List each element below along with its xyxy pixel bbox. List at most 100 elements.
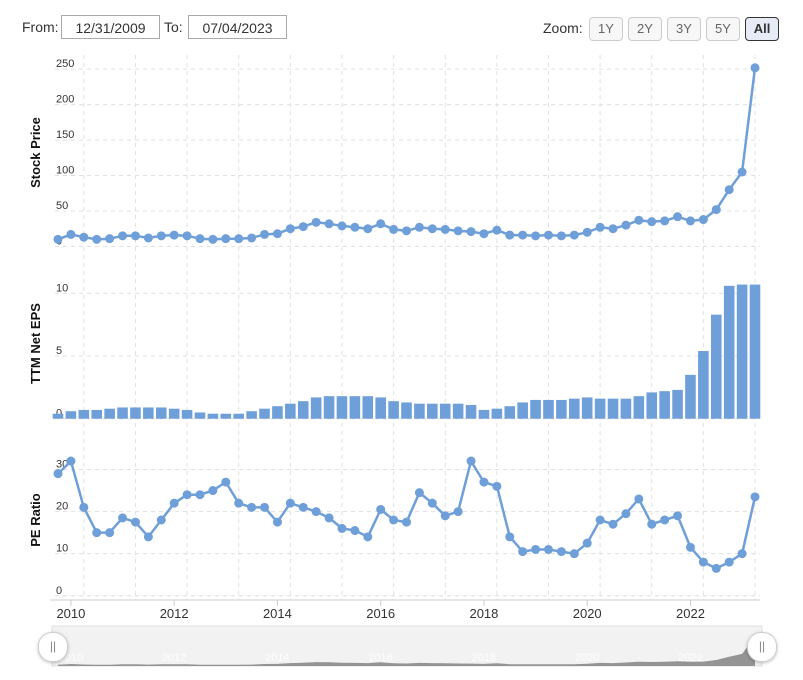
pe-ratio-point [556, 547, 566, 557]
grid [83, 55, 756, 600]
pe-ratio-point [724, 557, 734, 567]
pe-ratio-point [182, 490, 192, 500]
eps-bar [620, 398, 632, 419]
pe-ratio-point [647, 519, 657, 529]
stock-price-point [402, 226, 411, 236]
x-tick-label: 2010 [56, 606, 85, 621]
stock-price-point [182, 231, 192, 241]
stock-price-point [105, 234, 115, 244]
eps-bar [736, 284, 748, 419]
stock-price-point [518, 230, 528, 240]
eps-bar [478, 409, 490, 419]
stock-price-point [582, 227, 592, 237]
y-tick-label: 10 [56, 282, 68, 294]
eps-bar [130, 407, 141, 419]
eps-bar [569, 398, 580, 419]
x-tick-label: 2012 [160, 606, 189, 621]
pe-ratio-point [402, 517, 411, 527]
stock-price-point [440, 224, 450, 234]
navigator-right-handle[interactable]: || [747, 632, 777, 662]
eps-bar [310, 397, 322, 419]
stock-price-point [195, 234, 205, 244]
eps-bar [530, 399, 541, 419]
pe-ratio-point [272, 517, 282, 527]
pe-ratio-point [92, 528, 102, 538]
pe-ratio-point [440, 511, 450, 521]
pe-ratio-point [621, 509, 631, 519]
stock-price-point [92, 234, 102, 244]
zoom-1y-button[interactable]: 1Y [589, 17, 623, 41]
zoom-2y-button[interactable]: 2Y [628, 17, 662, 41]
stock-price-point [208, 234, 218, 244]
stock-price-point [543, 230, 553, 240]
y-tick-label: 50 [56, 200, 68, 212]
y-tick-label: 100 [56, 165, 74, 177]
stock-price-point [685, 216, 695, 226]
stock-price-point [737, 167, 747, 177]
zoom-all-button[interactable]: All [745, 17, 779, 41]
pe-ratio-point [221, 477, 231, 487]
pe-ratio-point [569, 549, 579, 559]
stock-price-point [118, 231, 128, 241]
pe-ratio-point [608, 519, 618, 529]
from-label: From: [22, 19, 59, 35]
pe-ratio-point [389, 515, 399, 525]
x-tick-label: 2020 [573, 606, 602, 621]
eps-bar [607, 398, 619, 419]
eps-bar [594, 398, 606, 419]
eps-bar [710, 314, 722, 419]
eps-bar [581, 397, 593, 419]
y-tick-label: 10 [56, 543, 68, 555]
stock-price-point [298, 222, 308, 232]
eps-bar [633, 396, 645, 419]
stock-price-point [285, 224, 295, 234]
pe-ratio-point [130, 517, 140, 527]
x-tick-label: 2014 [263, 606, 292, 621]
navigator-left-handle[interactable]: || [38, 632, 68, 662]
navigator-year-label: 2020 [575, 652, 599, 664]
y-axis-title: Stock Price [28, 117, 43, 188]
pe-ratio-point [582, 538, 592, 548]
stock-price-point [634, 215, 644, 225]
stock-price-point [272, 229, 282, 239]
stock-price-point [79, 232, 89, 242]
eps-bar [465, 404, 477, 419]
zoom-5y-button[interactable]: 5Y [706, 17, 740, 41]
stock-price-point [595, 222, 605, 232]
zoom-3y-button[interactable]: 3Y [667, 17, 701, 41]
eps-panel: 0510TTM Net EPS [28, 282, 761, 420]
x-tick-label: 2018 [469, 606, 498, 621]
navigator[interactable]: 2010 2012 2014 2016 2018 2020 2022 [51, 625, 763, 667]
y-tick-label: 250 [56, 58, 74, 70]
navigator-year-label: 2016 [368, 652, 392, 664]
navigator-area [58, 636, 755, 666]
eps-bar [117, 407, 128, 419]
to-date-input[interactable]: 07/04/2023 [188, 15, 287, 39]
pe-ratio-point [479, 477, 489, 487]
pe-ratio-point [466, 456, 476, 466]
eps-bar [52, 413, 64, 419]
stock-price-point [466, 227, 476, 237]
y-tick-label: 0 [56, 585, 62, 597]
stock-price-point [608, 224, 618, 234]
pe-ratio-point [247, 502, 257, 512]
from-date-input[interactable]: 12/31/2009 [61, 15, 160, 39]
eps-bar [362, 396, 374, 419]
eps-bar [91, 409, 103, 419]
x-axis: 2010 2012 2014 2016 2018 2020 2022 [50, 599, 760, 621]
pe-ratio-point [79, 502, 89, 512]
eps-bar [698, 351, 709, 419]
stock-price-point [531, 231, 541, 241]
eps-bar [233, 413, 244, 419]
stock-price-point [505, 230, 515, 240]
pe-ratio-point [311, 507, 321, 517]
eps-bar [659, 391, 670, 419]
stock-price-point [260, 229, 270, 239]
pe-ratio-point [298, 502, 308, 512]
eps-bar [194, 412, 206, 419]
eps-bar [685, 374, 696, 419]
pe-ratio-point [363, 532, 373, 542]
eps-bar [272, 406, 283, 419]
stock-price-point [156, 231, 166, 241]
y-axis-title: TTM Net EPS [28, 303, 43, 384]
